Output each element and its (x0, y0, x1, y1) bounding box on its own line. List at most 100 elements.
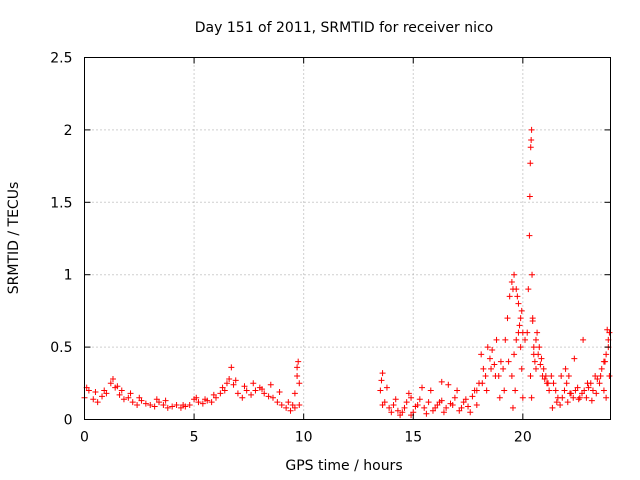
data-point (549, 404, 556, 411)
data-point (164, 404, 171, 411)
y-axis-label: SRMTID / TECUs (6, 182, 22, 295)
data-point (259, 386, 266, 393)
data-point (550, 380, 557, 387)
data-point (440, 409, 447, 416)
data-point (443, 404, 450, 411)
x-tick-label: 5 (190, 430, 199, 446)
data-point (427, 387, 434, 394)
data-point (563, 380, 570, 387)
chart-title: Day 151 of 2011, SRMTID for receiver nic… (195, 20, 493, 36)
data-point (492, 373, 499, 380)
data-point (392, 396, 399, 403)
data-point (283, 404, 290, 411)
data-point (561, 387, 568, 394)
x-tick-label: 0 (80, 430, 89, 446)
data-point (291, 390, 298, 397)
data-point (469, 393, 476, 400)
data-point (252, 387, 259, 394)
data-point (379, 402, 386, 409)
data-point (378, 377, 385, 384)
data-point (570, 394, 577, 401)
data-point (210, 391, 217, 398)
data-point (529, 271, 536, 278)
data-point (536, 344, 543, 351)
data-point (596, 380, 603, 387)
data-point (223, 380, 230, 387)
data-point (540, 365, 547, 372)
data-point (278, 402, 285, 409)
data-point (403, 399, 410, 406)
data-point (511, 351, 518, 358)
data-point (501, 387, 508, 394)
data-point (199, 400, 206, 407)
data-point (261, 390, 268, 397)
data-point (390, 402, 397, 409)
data-point (265, 393, 272, 400)
data-point (580, 336, 587, 343)
data-point (526, 232, 533, 239)
data-point (527, 160, 534, 167)
data-point (114, 383, 121, 390)
data-point (285, 399, 292, 406)
data-point (508, 373, 515, 380)
data-point (454, 387, 461, 394)
data-point (581, 387, 588, 394)
data-point (522, 336, 529, 343)
data-point (552, 387, 559, 394)
data-point (169, 403, 176, 410)
data-point (379, 370, 386, 377)
data-point (451, 394, 458, 401)
data-point (134, 402, 141, 409)
data-point (532, 336, 539, 343)
data-point (559, 394, 566, 401)
data-point (524, 329, 531, 336)
data-point (518, 307, 525, 314)
y-tick-label: 1.5 (50, 195, 72, 211)
data-point (465, 403, 472, 410)
data-point (151, 403, 158, 410)
data-point (538, 355, 545, 362)
data-point (173, 402, 180, 409)
data-point (484, 344, 491, 351)
data-point (518, 365, 525, 372)
data-point (496, 394, 503, 401)
data-point (438, 378, 445, 385)
data-point (234, 390, 241, 397)
data-point (493, 336, 500, 343)
data-point (416, 396, 423, 403)
data-point (489, 346, 496, 353)
data-point (423, 410, 430, 417)
data-point (473, 387, 480, 394)
data-point (571, 355, 578, 362)
data-point (153, 396, 160, 403)
data-point (530, 351, 537, 358)
data-point (583, 394, 590, 401)
data-point (436, 399, 443, 406)
data-point (243, 387, 250, 394)
data-point (506, 293, 513, 300)
data-point (419, 384, 426, 391)
data-point (517, 344, 524, 351)
data-point (575, 396, 582, 403)
data-point (598, 365, 605, 372)
y-tick-label: 0 (64, 413, 73, 429)
data-point (230, 381, 237, 388)
data-point (603, 351, 610, 358)
data-point (147, 402, 154, 409)
data-point (129, 399, 136, 406)
data-point (208, 399, 215, 406)
grid-lines (84, 57, 611, 420)
data-point (517, 315, 524, 322)
data-point (180, 402, 187, 409)
data-point (432, 404, 439, 411)
x-tick-label: 20 (514, 430, 532, 446)
data-point (502, 336, 509, 343)
data-point (593, 390, 600, 397)
data-point (515, 300, 522, 307)
data-point (516, 322, 523, 329)
data-point (530, 344, 537, 351)
data-point (512, 387, 519, 394)
data-point (445, 381, 452, 388)
data-point (401, 404, 408, 411)
data-point (383, 384, 390, 391)
